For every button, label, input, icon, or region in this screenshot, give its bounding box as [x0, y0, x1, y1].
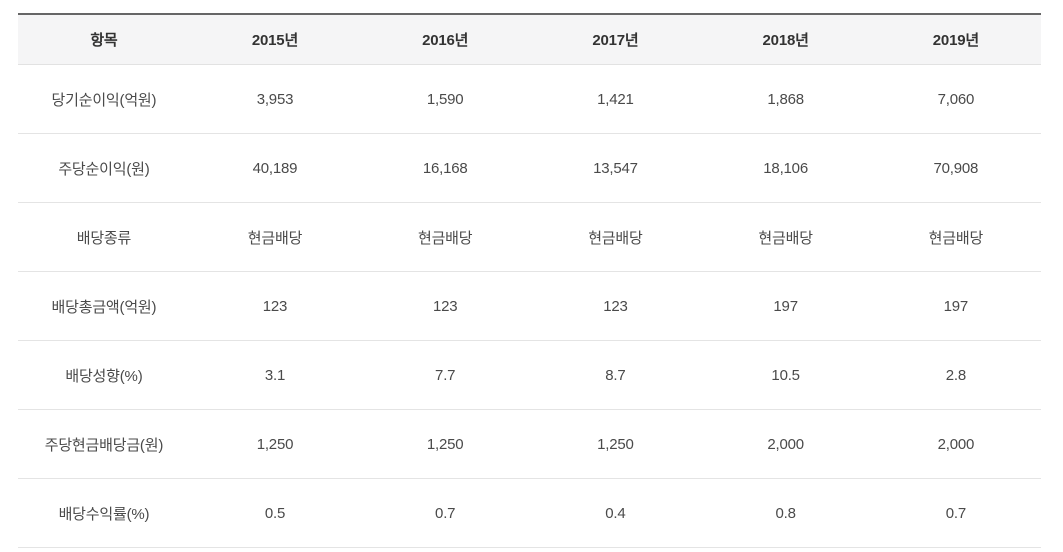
cell: 현금배당 — [189, 202, 361, 272]
cell: 1,590 — [360, 64, 531, 134]
row-label: 당기순이익(억원) — [18, 64, 190, 134]
table-row: 주당순이익(원) 40,189 16,168 13,547 18,106 70,… — [18, 133, 1041, 203]
cell: 2,000 — [700, 409, 871, 479]
cell: 197 — [870, 271, 1041, 341]
row-label: 배당총금액(억원) — [18, 271, 190, 341]
cell: 0.7 — [360, 478, 531, 548]
cell: 123 — [530, 271, 701, 341]
cell: 7.7 — [360, 340, 531, 410]
cell: 2,000 — [870, 409, 1041, 479]
cell: 1,868 — [700, 64, 871, 134]
table-row: 당기순이익(억원) 3,953 1,590 1,421 1,868 7,060 — [18, 64, 1041, 134]
cell: 16,168 — [360, 133, 531, 203]
column-header-2018: 2018년 — [700, 14, 871, 65]
cell: 1,250 — [189, 409, 361, 479]
cell: 0.4 — [530, 478, 701, 548]
cell: 1,250 — [530, 409, 701, 479]
row-label: 주당현금배당금(원) — [18, 409, 190, 479]
row-label: 배당종류 — [18, 202, 190, 272]
cell: 7,060 — [870, 64, 1041, 134]
row-label: 배당성향(%) — [18, 340, 190, 410]
cell: 현금배당 — [360, 202, 531, 272]
row-label: 배당수익률(%) — [18, 478, 190, 548]
cell: 13,547 — [530, 133, 701, 203]
cell: 8.7 — [530, 340, 701, 410]
cell: 2.8 — [870, 340, 1041, 410]
cell: 10.5 — [700, 340, 871, 410]
table-row: 주당현금배당금(원) 1,250 1,250 1,250 2,000 2,000 — [18, 409, 1041, 479]
cell: 18,106 — [700, 133, 871, 203]
column-header-2017: 2017년 — [530, 14, 701, 65]
table-row: 배당성향(%) 3.1 7.7 8.7 10.5 2.8 — [18, 340, 1041, 410]
cell: 70,908 — [870, 133, 1041, 203]
cell: 197 — [700, 271, 871, 341]
table-row: 배당총금액(억원) 123 123 123 197 197 — [18, 271, 1041, 341]
table-row: 배당수익률(%) 0.5 0.7 0.4 0.8 0.7 — [18, 478, 1041, 548]
cell: 3,953 — [189, 64, 361, 134]
column-header-item: 항목 — [18, 14, 190, 65]
column-header-2015: 2015년 — [189, 14, 361, 65]
cell: 0.5 — [189, 478, 361, 548]
cell: 123 — [360, 271, 531, 341]
cell: 123 — [189, 271, 361, 341]
cell: 현금배당 — [700, 202, 871, 272]
column-header-2016: 2016년 — [360, 14, 531, 65]
cell: 현금배당 — [870, 202, 1041, 272]
cell: 현금배당 — [530, 202, 701, 272]
cell: 1,250 — [360, 409, 531, 479]
dividend-table: 항목 2015년 2016년 2017년 2018년 2019년 당기순이익(억… — [18, 13, 1041, 548]
row-label: 주당순이익(원) — [18, 133, 190, 203]
cell: 0.7 — [870, 478, 1041, 548]
table-row: 배당종류 현금배당 현금배당 현금배당 현금배당 현금배당 — [18, 202, 1041, 272]
cell: 0.8 — [700, 478, 871, 548]
cell: 1,421 — [530, 64, 701, 134]
column-header-2019: 2019년 — [870, 14, 1041, 65]
cell: 40,189 — [189, 133, 361, 203]
cell: 3.1 — [189, 340, 361, 410]
header-row: 항목 2015년 2016년 2017년 2018년 2019년 — [18, 14, 1041, 65]
